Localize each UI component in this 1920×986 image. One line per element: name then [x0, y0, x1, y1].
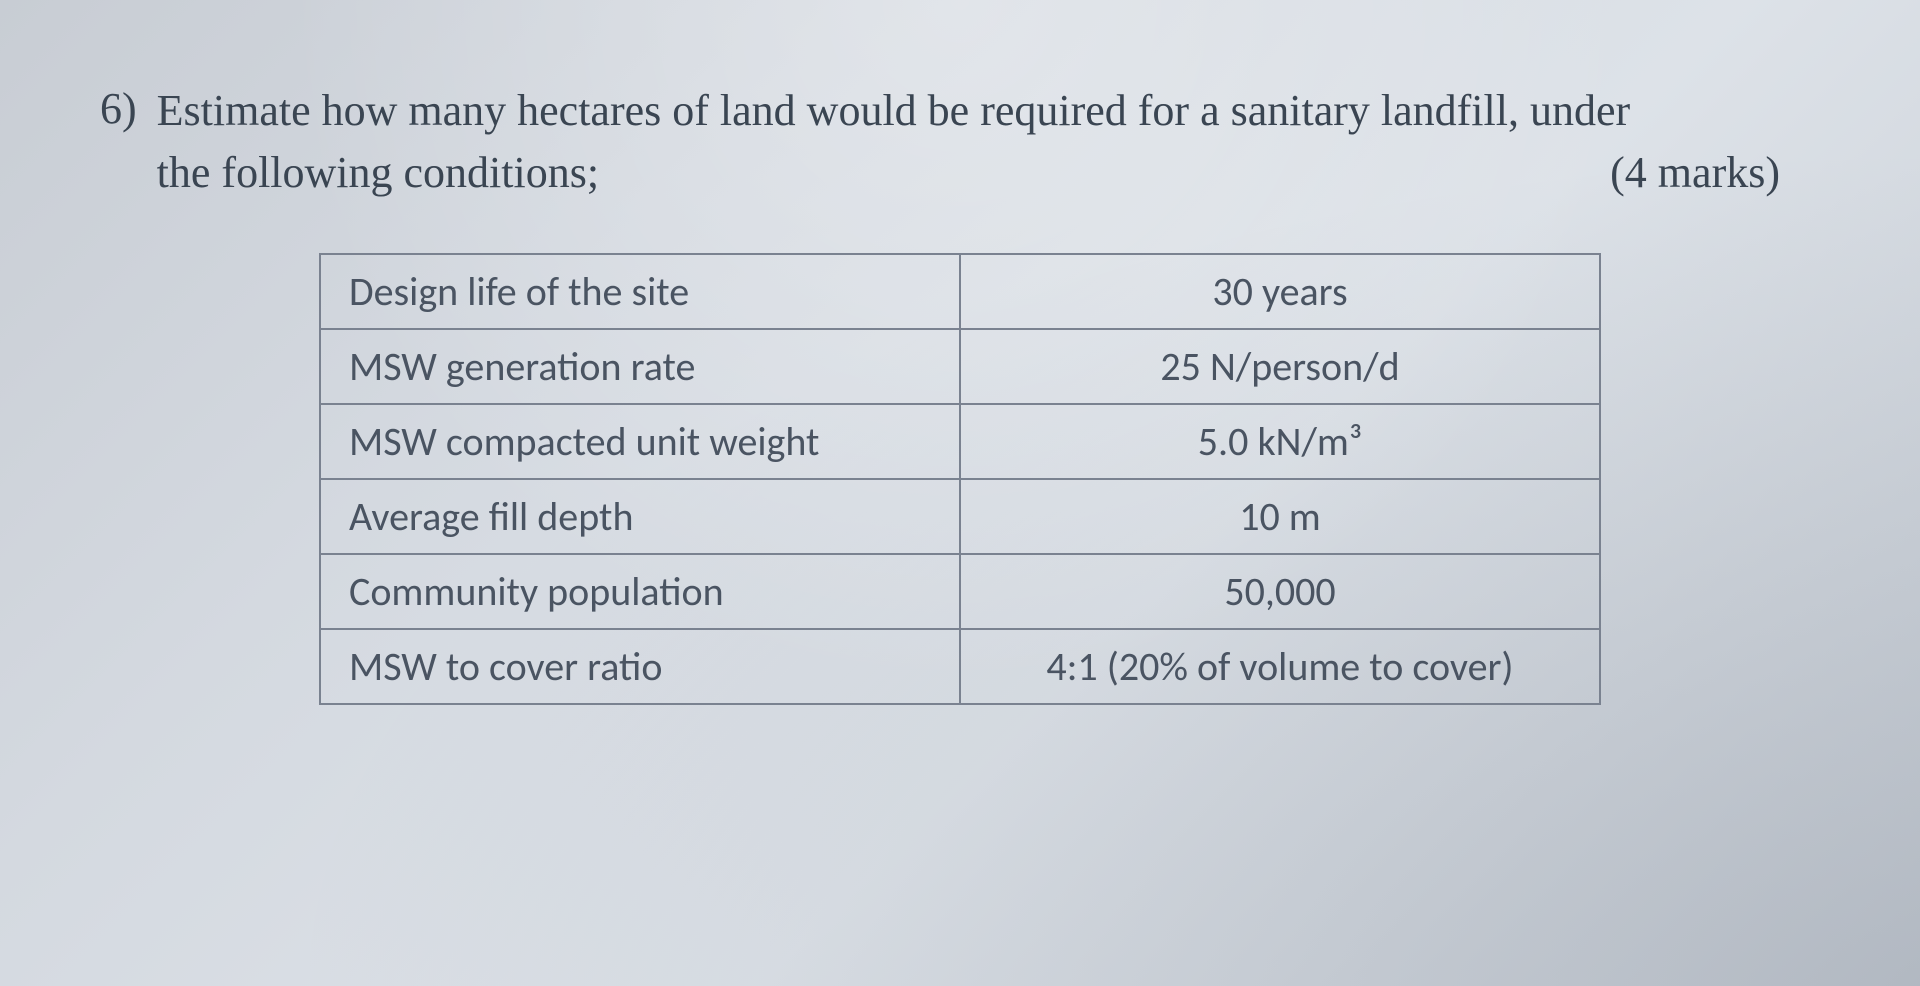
param-label: MSW to cover ratio [320, 629, 960, 704]
marks-label: (4 marks) [1610, 147, 1780, 198]
param-label: Average fill depth [320, 479, 960, 554]
question-line2-row: the following conditions; (4 marks) [157, 142, 1820, 204]
table-container: Design life of the site 30 years MSW gen… [100, 253, 1820, 705]
param-value: 25 N/person/d [960, 329, 1600, 404]
table-row: Community population 50,000 [320, 554, 1600, 629]
document-content: 6) Estimate how many hectares of land wo… [100, 80, 1820, 705]
table-row: Average fill depth 10 m [320, 479, 1600, 554]
question-number: 6) [100, 80, 137, 137]
param-value: 10 m [960, 479, 1600, 554]
param-label: MSW generation rate [320, 329, 960, 404]
question-text-wrapper: Estimate how many hectares of land would… [157, 80, 1820, 203]
param-value: 50,000 [960, 554, 1600, 629]
param-label: Design life of the site [320, 254, 960, 329]
param-label: MSW compacted unit weight [320, 404, 960, 479]
question-text-line1: Estimate how many hectares of land would… [157, 80, 1820, 142]
param-label: Community population [320, 554, 960, 629]
table-row: MSW compacted unit weight 5.0 kN/m³ [320, 404, 1600, 479]
question-row: 6) Estimate how many hectares of land wo… [100, 80, 1820, 203]
question-text-line2: the following conditions; [157, 142, 599, 204]
param-value: 30 years [960, 254, 1600, 329]
param-value: 4:1 (20% of volume to cover) [960, 629, 1600, 704]
table-row: MSW to cover ratio 4:1 (20% of volume to… [320, 629, 1600, 704]
table-row: MSW generation rate 25 N/person/d [320, 329, 1600, 404]
param-value: 5.0 kN/m³ [960, 404, 1600, 479]
table-row: Design life of the site 30 years [320, 254, 1600, 329]
conditions-table: Design life of the site 30 years MSW gen… [319, 253, 1601, 705]
